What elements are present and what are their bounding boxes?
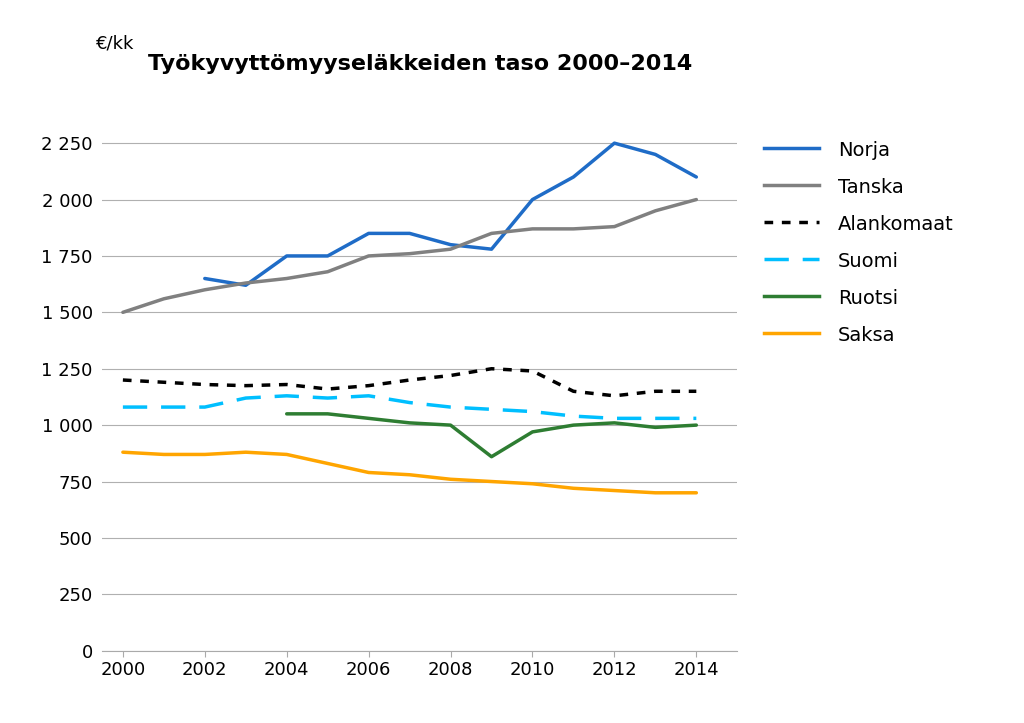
Suomi (362, 391, 375, 400)
Alankomaat (362, 381, 375, 390)
Alankomaat (690, 387, 702, 395)
Suomi (117, 403, 129, 411)
Tanska (281, 274, 293, 283)
Alankomaat (281, 380, 293, 389)
Saksa (158, 450, 170, 459)
Suomi (567, 412, 580, 421)
Saksa (567, 484, 580, 492)
Tanska (485, 229, 498, 238)
Saksa (444, 475, 457, 484)
Norja (322, 252, 334, 260)
Tanska (403, 249, 416, 258)
Tanska (444, 245, 457, 254)
Suomi (444, 403, 457, 411)
Tanska (322, 268, 334, 276)
Suomi (649, 414, 662, 423)
Alankomaat (444, 371, 457, 380)
Legend: Norja, Tanska, Alankomaat, Suomi, Ruotsi, Saksa: Norja, Tanska, Alankomaat, Suomi, Ruotsi… (757, 132, 962, 354)
Norja (199, 274, 211, 283)
Suomi (158, 403, 170, 411)
Ruotsi (608, 419, 621, 427)
Alankomaat (485, 364, 498, 373)
Line: Saksa: Saksa (123, 452, 696, 493)
Tanska (567, 225, 580, 234)
Ruotsi (567, 421, 580, 429)
Tanska (526, 225, 539, 234)
Alankomaat (117, 376, 129, 385)
Line: Ruotsi: Ruotsi (287, 414, 696, 457)
Saksa (322, 459, 334, 468)
Norja (281, 252, 293, 260)
Saksa (608, 486, 621, 495)
Ruotsi (322, 409, 334, 418)
Saksa (649, 489, 662, 497)
Norja (567, 173, 580, 181)
Saksa (485, 477, 498, 486)
Ruotsi (362, 414, 375, 423)
Suomi (322, 394, 334, 403)
Tanska (199, 286, 211, 294)
Alankomaat (608, 391, 621, 400)
Suomi (690, 414, 702, 423)
Tanska (608, 222, 621, 231)
Alankomaat (199, 380, 211, 389)
Ruotsi (690, 421, 702, 429)
Tanska (117, 308, 129, 317)
Saksa (690, 489, 702, 497)
Alankomaat (567, 387, 580, 395)
Line: Alankomaat: Alankomaat (123, 369, 696, 395)
Tanska (649, 207, 662, 215)
Norja (362, 229, 375, 238)
Suomi (281, 391, 293, 400)
Suomi (403, 398, 416, 407)
Line: Norja: Norja (205, 143, 696, 286)
Norja (485, 245, 498, 254)
Line: Tanska: Tanska (123, 200, 696, 312)
Saksa (117, 448, 129, 456)
Tanska (158, 294, 170, 303)
Alankomaat (403, 376, 416, 385)
Ruotsi (403, 419, 416, 427)
Ruotsi (649, 423, 662, 432)
Suomi (608, 414, 621, 423)
Saksa (526, 479, 539, 488)
Suomi (199, 403, 211, 411)
Alankomaat (526, 367, 539, 375)
Tanska (362, 252, 375, 260)
Suomi (240, 394, 252, 403)
Norja (608, 139, 621, 147)
Line: Suomi: Suomi (123, 395, 696, 419)
Alankomaat (322, 385, 334, 393)
Title: Työkyvyttömyyseläkkeiden taso 2000–2014: Työkyvyttömyyseläkkeiden taso 2000–2014 (147, 54, 692, 74)
Alankomaat (240, 381, 252, 390)
Ruotsi (281, 409, 293, 418)
Norja (690, 173, 702, 181)
Saksa (240, 448, 252, 456)
Alankomaat (649, 387, 662, 395)
Alankomaat (158, 378, 170, 387)
Norja (444, 240, 457, 249)
Tanska (690, 195, 702, 204)
Ruotsi (485, 453, 498, 461)
Ruotsi (444, 421, 457, 429)
Norja (240, 281, 252, 290)
Saksa (362, 469, 375, 477)
Norja (526, 195, 539, 204)
Norja (403, 229, 416, 238)
Text: €/kk: €/kk (96, 35, 134, 53)
Ruotsi (526, 427, 539, 436)
Tanska (240, 278, 252, 287)
Norja (649, 150, 662, 159)
Saksa (281, 450, 293, 459)
Saksa (403, 471, 416, 479)
Saksa (199, 450, 211, 459)
Suomi (485, 405, 498, 414)
Suomi (526, 407, 539, 416)
